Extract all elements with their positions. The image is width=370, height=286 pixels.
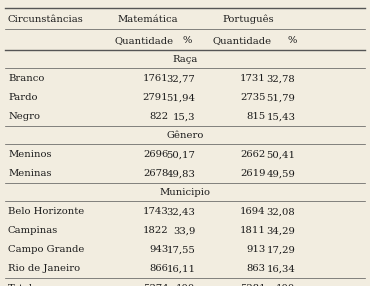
Text: 913: 913: [246, 245, 266, 254]
Text: 100: 100: [276, 284, 295, 286]
Text: 51,79: 51,79: [266, 94, 295, 102]
Text: Pardo: Pardo: [8, 94, 37, 102]
Text: 51,94: 51,94: [166, 94, 195, 102]
Text: 32,78: 32,78: [266, 74, 295, 84]
Text: 863: 863: [247, 264, 266, 273]
Text: 2735: 2735: [240, 94, 266, 102]
Text: 50,41: 50,41: [266, 150, 295, 159]
Text: 815: 815: [246, 112, 266, 121]
Text: 2662: 2662: [240, 150, 266, 159]
Text: 1743: 1743: [142, 207, 168, 217]
Text: 2619: 2619: [240, 169, 266, 178]
Text: Municipio: Municipio: [159, 188, 211, 197]
Text: Meninos: Meninos: [8, 150, 51, 159]
Text: 2678: 2678: [143, 169, 168, 178]
Text: 17,55: 17,55: [166, 245, 195, 254]
Text: 15,43: 15,43: [266, 112, 295, 121]
Text: %: %: [287, 36, 297, 45]
Text: 1761: 1761: [143, 74, 168, 84]
Text: Meninas: Meninas: [8, 169, 51, 178]
Text: Campo Grande: Campo Grande: [8, 245, 84, 254]
Text: Circunstâncias: Circunstâncias: [8, 15, 84, 24]
Text: 1731: 1731: [240, 74, 266, 84]
Text: Campinas: Campinas: [8, 227, 58, 235]
Text: 822: 822: [149, 112, 168, 121]
Text: 2791: 2791: [143, 94, 168, 102]
Text: Quantidade: Quantidade: [115, 36, 174, 45]
Text: 17,29: 17,29: [266, 245, 295, 254]
Text: 15,3: 15,3: [173, 112, 195, 121]
Text: Português: Português: [222, 15, 274, 24]
Text: Raça: Raça: [172, 55, 198, 64]
Text: 50,17: 50,17: [166, 150, 195, 159]
Text: 1811: 1811: [240, 227, 266, 235]
Text: 33,9: 33,9: [173, 227, 195, 235]
Text: Gênero: Gênero: [166, 131, 204, 140]
Text: 1694: 1694: [240, 207, 266, 217]
Text: Belo Horizonte: Belo Horizonte: [8, 207, 84, 217]
Text: Quantidade: Quantidade: [213, 36, 272, 45]
Text: 1822: 1822: [143, 227, 168, 235]
Text: 32,77: 32,77: [166, 74, 195, 84]
Text: 5374: 5374: [143, 284, 168, 286]
Text: 16,11: 16,11: [166, 264, 195, 273]
Text: 32,43: 32,43: [166, 207, 195, 217]
Text: 32,08: 32,08: [266, 207, 295, 217]
Text: 100: 100: [176, 284, 195, 286]
Text: 943: 943: [149, 245, 168, 254]
Text: Negro: Negro: [8, 112, 40, 121]
Text: 34,29: 34,29: [266, 227, 295, 235]
Text: Rio de Janeiro: Rio de Janeiro: [8, 264, 80, 273]
Text: 5281: 5281: [240, 284, 266, 286]
Text: Branco: Branco: [8, 74, 44, 84]
Text: 49,59: 49,59: [266, 169, 295, 178]
Text: 49,83: 49,83: [166, 169, 195, 178]
Text: Total: Total: [8, 284, 33, 286]
Text: 2696: 2696: [143, 150, 168, 159]
Text: 16,34: 16,34: [266, 264, 295, 273]
Text: Matemática: Matemática: [118, 15, 178, 24]
Text: 866: 866: [149, 264, 168, 273]
Text: %: %: [182, 36, 192, 45]
